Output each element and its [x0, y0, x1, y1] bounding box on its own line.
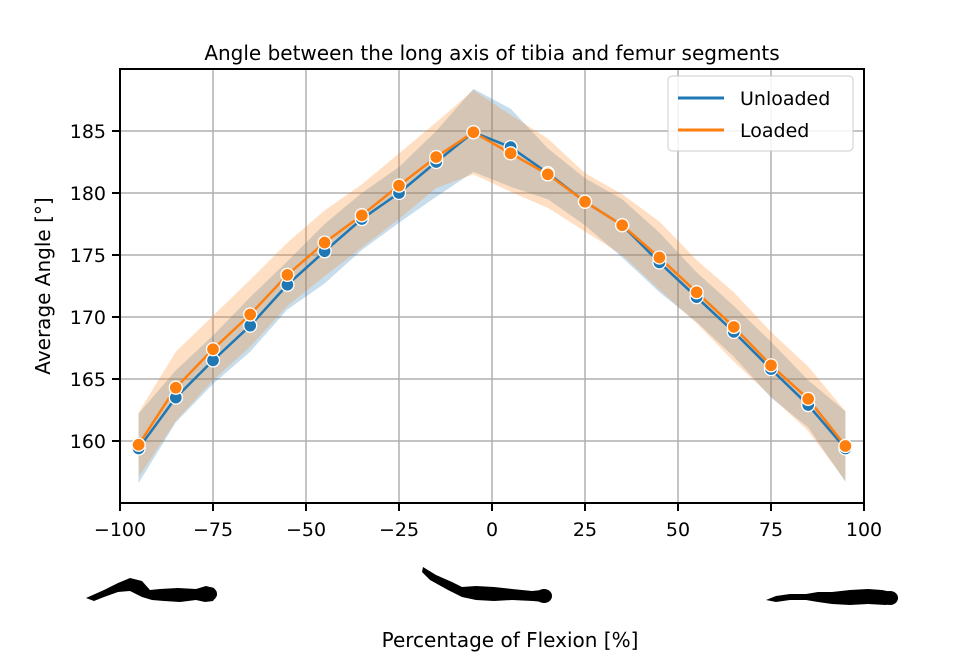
y-tick-label: 175 [70, 245, 106, 267]
data-point-loaded [205, 342, 221, 357]
legend-box [667, 75, 854, 152]
series-line-loaded [137, 130, 847, 447]
y-tick-label: 170 [70, 307, 106, 329]
data-point-loaded [615, 218, 630, 233]
neutral-posture-figure [422, 567, 552, 603]
data-point-loaded [763, 358, 779, 373]
confidence-bands [138, 88, 846, 484]
x-tick-label: −25 [379, 519, 419, 541]
x-axis-label: Percentage of Flexion [%] [382, 628, 639, 652]
extended-posture-figure [766, 589, 898, 605]
x-tick-label: 0 [486, 519, 498, 541]
x-tick-label: 25 [573, 519, 597, 541]
y-tick-label: 180 [70, 183, 106, 205]
legend-label-loaded: Loaded [740, 120, 809, 142]
series-points [131, 125, 853, 456]
data-point-loaded [801, 391, 816, 406]
data-point-loaded [354, 208, 369, 223]
y-tick-label: 165 [70, 369, 106, 391]
x-tick-label: 100 [846, 519, 882, 541]
data-point-loaded [243, 307, 258, 322]
x-tick-label: −50 [286, 519, 326, 541]
data-point-loaded [838, 438, 853, 454]
x-tick-label: −75 [193, 519, 233, 541]
data-point-loaded [726, 319, 741, 335]
data-point-loaded [466, 125, 481, 140]
data-point-loaded [317, 235, 332, 250]
data-point-loaded [689, 285, 704, 300]
y-axis-label: Average Angle [°] [31, 197, 55, 374]
x-tick-label: −100 [94, 519, 146, 541]
legend-label-unloaded: Unloaded [740, 88, 830, 110]
data-point-loaded [429, 149, 444, 165]
x-tick-label: 75 [759, 519, 783, 541]
chart-title: Angle between the long axis of tibia and… [204, 41, 779, 65]
confidence-band-unloaded [138, 88, 846, 484]
data-point-loaded [168, 380, 183, 395]
data-point-loaded [577, 194, 593, 209]
flexed-posture-figure [86, 578, 217, 602]
y-tick-label: 185 [70, 121, 106, 143]
data-point-loaded [652, 250, 667, 265]
data-point-loaded [540, 167, 555, 182]
confidence-band-loaded [138, 90, 846, 481]
data-point-loaded [131, 437, 146, 452]
data-point-loaded [280, 267, 295, 282]
x-tick-label: 50 [666, 519, 690, 541]
data-point-loaded [391, 178, 407, 193]
data-point-loaded [503, 146, 518, 161]
y-tick-label: 160 [70, 431, 106, 453]
axis-ticks: −100 −75 −50 −25 0 25 50 75 100 160 165 170 175 180 18… [70, 121, 882, 541]
legend: Unloaded Loaded [667, 75, 854, 152]
